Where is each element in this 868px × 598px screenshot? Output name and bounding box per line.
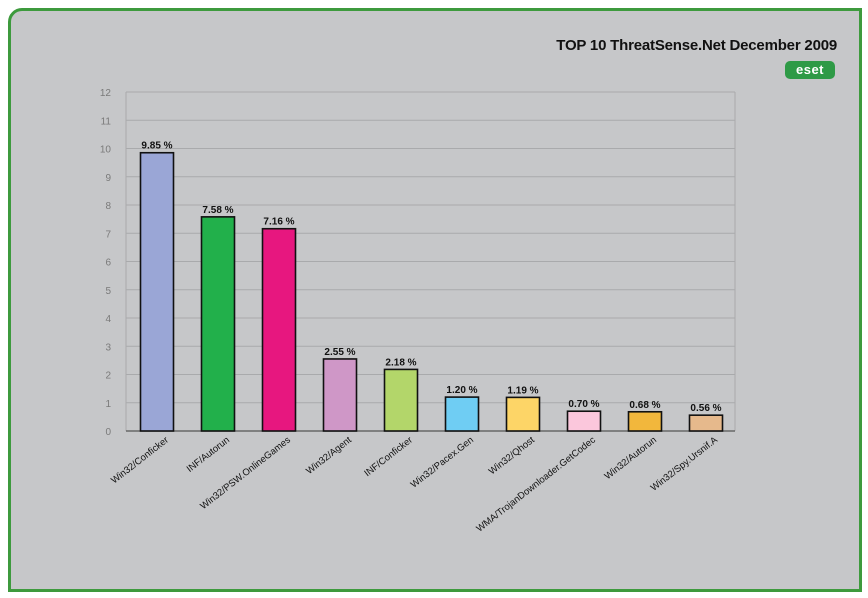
bar-9 bbox=[627, 410, 663, 432]
y-tick-label-12: 12 bbox=[100, 88, 112, 99]
y-tick-label-6: 6 bbox=[105, 258, 111, 269]
eset-logo: eset bbox=[785, 61, 835, 79]
bar-value-label-6: 1.20 % bbox=[446, 385, 477, 396]
bar-value-label-1: 9.85 % bbox=[141, 141, 172, 152]
bar-value-label-3: 7.16 % bbox=[263, 217, 294, 228]
y-tick-label-5: 5 bbox=[105, 286, 111, 297]
category-label-8: WMA/TrojanDownloader.GetCodec bbox=[474, 435, 598, 535]
category-label-1: Win32/Conficker bbox=[109, 435, 171, 487]
category-label-2: INF/Autorun bbox=[185, 435, 232, 475]
bar-value-label-2: 7.58 % bbox=[202, 205, 233, 216]
y-tick-label-0: 0 bbox=[105, 427, 111, 438]
category-label-6: Win32/Pacex.Gen bbox=[409, 435, 476, 491]
bar-3 bbox=[261, 227, 297, 432]
bar-value-label-4: 2.55 % bbox=[324, 347, 355, 358]
y-tick-label-7: 7 bbox=[105, 229, 111, 240]
bar-value-label-7: 1.19 % bbox=[507, 385, 538, 396]
bar-4 bbox=[322, 358, 358, 432]
category-label-9: Win32/Autorun bbox=[603, 435, 659, 482]
category-label-7: Win32/Qhost bbox=[487, 434, 537, 477]
bar-value-label-8: 0.70 % bbox=[568, 399, 599, 410]
bar-value-label-5: 2.18 % bbox=[385, 357, 416, 368]
bar-7 bbox=[505, 396, 541, 432]
bar-2 bbox=[200, 216, 236, 432]
category-label-10: Win32/Spy.Ursnif.A bbox=[649, 434, 721, 493]
y-tick-label-10: 10 bbox=[100, 145, 112, 156]
y-tick-label-9: 9 bbox=[105, 173, 111, 184]
y-tick-label-1: 1 bbox=[105, 399, 111, 410]
bar-8 bbox=[566, 410, 602, 432]
y-tick-label-2: 2 bbox=[105, 371, 111, 382]
category-label-5: INF/Conficker bbox=[362, 435, 415, 479]
bar-1 bbox=[139, 151, 175, 432]
y-tick-label-11: 11 bbox=[101, 116, 112, 127]
category-label-4: Win32/Agent bbox=[304, 434, 354, 476]
bar-6 bbox=[444, 396, 480, 432]
bar-5 bbox=[383, 368, 419, 432]
chart-title: TOP 10 ThreatSense.Net December 2009 bbox=[556, 37, 837, 54]
y-tick-label-4: 4 bbox=[105, 314, 111, 325]
bar-10 bbox=[688, 414, 724, 432]
bar-value-label-10: 0.56 % bbox=[690, 403, 721, 414]
y-tick-label-8: 8 bbox=[105, 201, 111, 212]
bar-value-label-9: 0.68 % bbox=[629, 400, 660, 411]
y-tick-label-3: 3 bbox=[105, 342, 111, 353]
